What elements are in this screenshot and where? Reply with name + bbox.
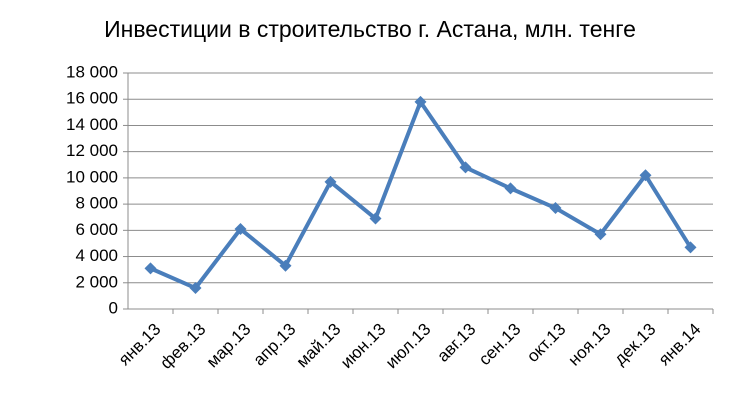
y-tick-label: 4 000 bbox=[75, 246, 118, 265]
line bbox=[149, 99, 693, 291]
y-tick-label: 18 000 bbox=[66, 62, 118, 81]
marker bbox=[279, 259, 292, 272]
marker bbox=[639, 169, 652, 182]
marker bbox=[459, 161, 472, 174]
marker bbox=[594, 228, 607, 241]
y-tick-label: 2 000 bbox=[75, 272, 118, 291]
x-tick-label: сен.13 bbox=[475, 320, 524, 369]
x-tick-label: дек.13 bbox=[610, 320, 659, 369]
marker bbox=[189, 282, 202, 295]
x-tick-label: янв.14 bbox=[655, 320, 705, 370]
x-tick-label: июн.13 bbox=[337, 320, 390, 373]
y-tick-label: 16 000 bbox=[66, 89, 118, 108]
y-tick-label: 14 000 bbox=[66, 115, 118, 134]
y-tick-label: 8 000 bbox=[75, 194, 118, 213]
marker bbox=[234, 223, 247, 236]
y-tick-label: 12 000 bbox=[66, 141, 118, 160]
y-tick-label: 6 000 bbox=[75, 220, 118, 239]
x-tick-label: апр.13 bbox=[249, 320, 299, 370]
x-tick-label: авг.13 bbox=[433, 320, 479, 366]
y-tick-label: 10 000 bbox=[66, 167, 118, 186]
x-tick-label: фев.13 bbox=[156, 320, 209, 373]
marker bbox=[144, 262, 157, 275]
x-tick-label: мар.13 bbox=[203, 320, 255, 372]
marker bbox=[549, 202, 562, 215]
x-tick-label: май.13 bbox=[293, 320, 345, 372]
marker bbox=[684, 241, 697, 254]
chart-title: Инвестиции в строительство г. Астана, мл… bbox=[104, 16, 636, 42]
x-tick-label: янв.13 bbox=[115, 320, 165, 370]
x-tick-label: окт.13 bbox=[523, 320, 569, 366]
marker bbox=[504, 182, 517, 195]
x-tick-label: ноя.13 bbox=[565, 320, 615, 370]
marker bbox=[324, 175, 337, 188]
marker bbox=[369, 212, 382, 225]
y-tick-label: 0 bbox=[109, 298, 118, 317]
x-tick-label: июл.13 bbox=[382, 320, 435, 373]
marker bbox=[414, 95, 427, 108]
